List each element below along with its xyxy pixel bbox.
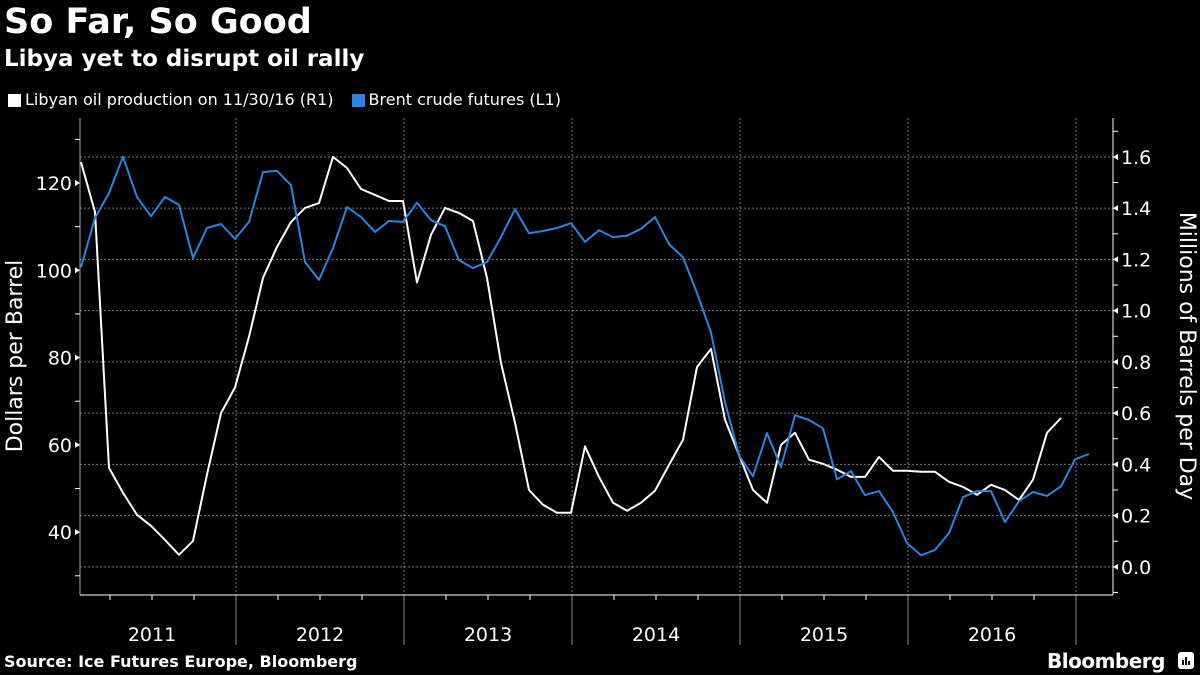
series-line-libya-production xyxy=(80,155,1062,556)
legend-label-brent: Brent crude futures (L1) xyxy=(368,90,561,109)
y-right-tick-label: 0.0 xyxy=(1121,557,1151,579)
y-right-tick-label: 0.6 xyxy=(1121,403,1151,425)
y-left-tick xyxy=(75,180,80,187)
y-left-tick-label: 40 xyxy=(48,522,72,544)
legend-swatch-brent xyxy=(351,93,365,107)
y-right-tick xyxy=(1113,512,1118,519)
grid xyxy=(80,118,1113,595)
y-left-tick xyxy=(75,267,80,274)
x-tick-label: 2016 xyxy=(968,624,1016,646)
y-left-tick-label: 100 xyxy=(36,260,72,282)
y-left-tick xyxy=(75,529,80,536)
y-right-tick xyxy=(1113,563,1118,570)
source-note: Source: Ice Futures Europe, Bloomberg xyxy=(4,652,358,671)
x-tick-label: 2011 xyxy=(128,624,176,646)
y-right-tick-label: 1.4 xyxy=(1121,198,1151,220)
x-tick-label: 2014 xyxy=(632,624,680,646)
series-line-brent-crude xyxy=(80,155,1090,557)
series-lines xyxy=(80,155,1090,557)
y-right-tick-label: 0.8 xyxy=(1121,352,1151,374)
legend-swatch-libya xyxy=(8,93,21,107)
legend-label-libya: Libyan oil production on 11/30/16 (R1) xyxy=(25,90,334,109)
y-axis-right-label: Millions of Barrels per Day xyxy=(1174,212,1199,500)
legend: Libyan oil production on 11/30/16 (R1) B… xyxy=(8,89,579,111)
y-right-tick xyxy=(1113,461,1118,468)
y-right-tick-label: 0.4 xyxy=(1121,454,1151,476)
legend-item-libya: Libyan oil production on 11/30/16 (R1) xyxy=(8,89,334,111)
chart-subtitle: Libya yet to disrupt oil rally xyxy=(4,46,365,72)
x-tick-label: 2012 xyxy=(296,624,344,646)
y-right-tick-label: 1.6 xyxy=(1121,147,1151,169)
y-right-tick xyxy=(1113,153,1118,160)
bloomberg-logo: Bloomberg xyxy=(1047,649,1165,673)
y-right-tick-label: 1.0 xyxy=(1121,301,1151,323)
y-left-tick xyxy=(75,354,80,361)
y-right-tick-label: 1.2 xyxy=(1121,249,1151,271)
axes: 2011 2012 2013 2014 2015 2016 40 60 80 100 120 0.0 0… xyxy=(36,118,1151,646)
y-axis-left-label: Dollars per Barrel xyxy=(3,260,28,453)
y-right-tick xyxy=(1113,410,1118,417)
y-right-tick xyxy=(1113,358,1118,365)
chart-title: So Far, So Good xyxy=(4,2,312,42)
x-tick-label: 2013 xyxy=(464,624,512,646)
y-right-tick-label: 0.2 xyxy=(1121,506,1151,528)
y-left-tick xyxy=(75,441,80,448)
y-right-tick xyxy=(1113,307,1118,314)
y-right-tick xyxy=(1113,256,1118,263)
legend-item-brent: Brent crude futures (L1) xyxy=(351,89,561,111)
y-right-tick xyxy=(1113,205,1118,212)
y-left-tick-label: 80 xyxy=(48,348,72,370)
x-tick-label: 2015 xyxy=(800,624,848,646)
y-left-tick-label: 60 xyxy=(48,435,72,457)
y-left-tick-label: 120 xyxy=(36,173,72,195)
bloomberg-chart-icon xyxy=(1178,652,1194,669)
